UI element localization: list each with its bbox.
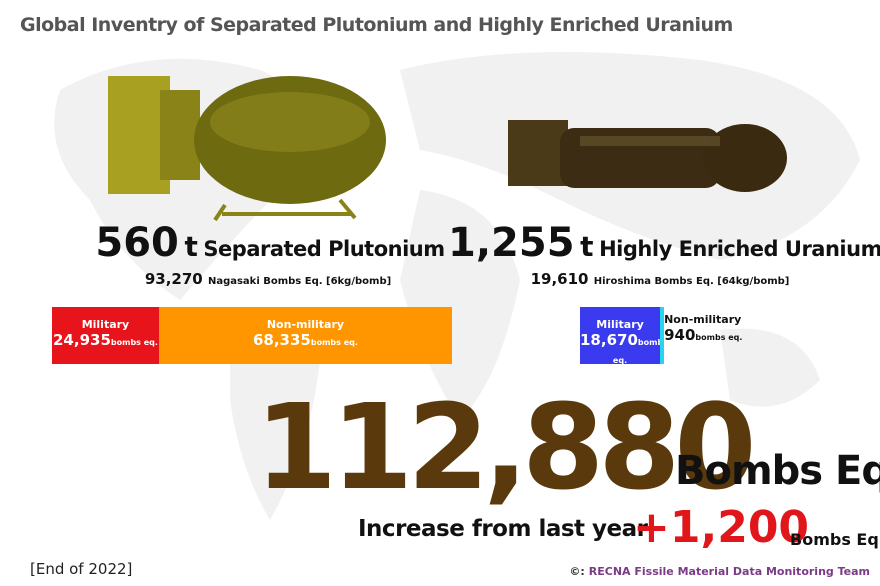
- total-value: 112,880: [255, 378, 750, 516]
- bombs-label: Hiroshima Bombs Eq. [64kg/bomb]: [594, 276, 790, 287]
- label: Highly Enriched Uranium: [599, 237, 880, 261]
- segment-name: Military: [52, 319, 159, 331]
- increase-unit: Bombs Eq.: [790, 530, 880, 549]
- uranium-bombs: 19,610 Hiroshima Bombs Eq. [64kg/bomb]: [531, 270, 790, 288]
- plutonium-bombs: 93,270 Nagasaki Bombs Eq. [6kg/bomb]: [145, 270, 391, 288]
- segment-name: Non-military: [664, 314, 734, 326]
- total-unit: Bombs Eq.: [675, 448, 880, 494]
- segment-unit: bombs eq.: [111, 338, 158, 347]
- amount: 560: [95, 220, 179, 266]
- segment-value: 940: [664, 326, 695, 344]
- bombs: 93,270: [145, 270, 203, 288]
- segment-unit: bombs eq.: [311, 338, 358, 347]
- little-boy-bomb: [508, 120, 787, 192]
- segment-value-line: 18,670bombs eq.: [580, 331, 660, 366]
- page: Global Inventry of Separated Plutonium a…: [0, 0, 880, 586]
- segment-value: 18,670: [580, 331, 638, 349]
- segment-value-line: 24,935bombs eq.: [52, 331, 159, 349]
- segment-name: Non-military: [159, 319, 452, 331]
- plutonium-heading: 560 t Separated Plutonium: [95, 220, 444, 266]
- bombs-label: Nagasaki Bombs Eq. [6kg/bomb]: [208, 276, 391, 287]
- credit-symbol: ©:: [569, 565, 584, 578]
- segment-value: 24,935: [53, 331, 111, 349]
- segment-value-line: 940bombs eq.: [664, 326, 734, 344]
- segment-value-line: 68,335bombs eq.: [159, 331, 452, 349]
- bombs: 19,610: [531, 270, 589, 288]
- increase-label: Increase from last year: [358, 516, 648, 542]
- segment-name: Military: [580, 319, 660, 331]
- segment-value: 68,335: [253, 331, 311, 349]
- increase-value: +1,200: [633, 502, 809, 553]
- uranium-heading: 1,255 t Highly Enriched Uranium: [448, 220, 880, 266]
- title: Global Inventry of Separated Plutonium a…: [20, 14, 733, 36]
- unit: t: [184, 230, 197, 263]
- label: Separated Plutonium: [203, 237, 444, 261]
- segment-unit: bombs eq.: [695, 333, 742, 342]
- credit-text: RECNA Fissile Material Data Monitoring T…: [589, 565, 870, 578]
- date: [End of 2022]: [30, 560, 132, 578]
- unit: t: [580, 230, 593, 263]
- credit: ©: RECNA Fissile Material Data Monitoring…: [569, 565, 870, 578]
- amount: 1,255: [448, 220, 575, 266]
